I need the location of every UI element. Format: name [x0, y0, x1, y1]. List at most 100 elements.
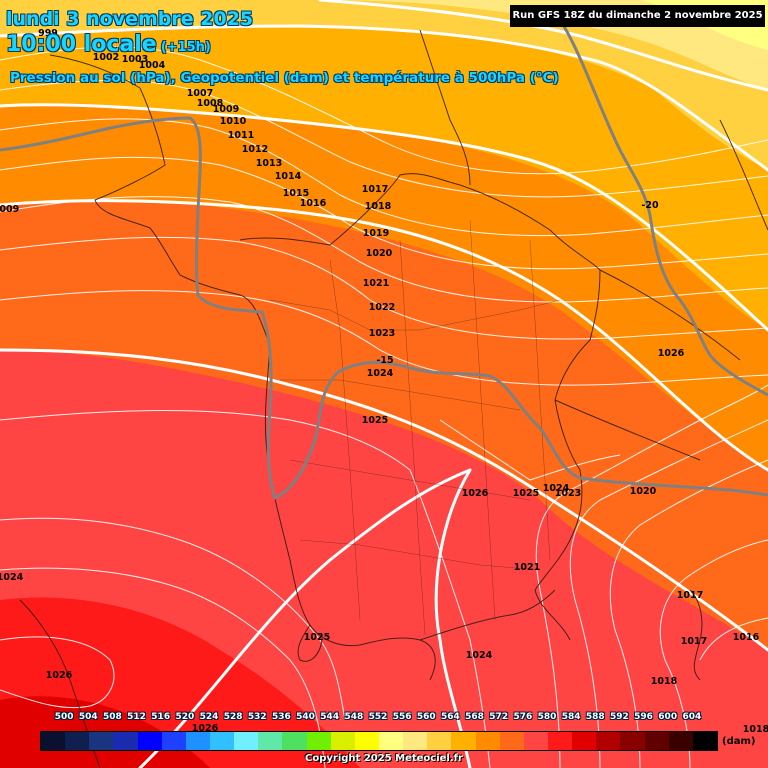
pressure-label: 1024: [0, 572, 24, 583]
pressure-label: 1026: [192, 723, 219, 734]
legend-value: 516: [151, 712, 171, 722]
legend-swatch: [692, 732, 717, 750]
pressure-label: 1026: [462, 488, 489, 499]
legend-swatch: [523, 732, 548, 750]
legend-swatch: [209, 732, 235, 750]
legend-value: 552: [368, 712, 388, 722]
legend-swatch: [330, 732, 355, 750]
pressure-label: 1015: [283, 188, 309, 199]
pressure-label: 1016: [733, 632, 760, 643]
legend-value: 592: [610, 712, 629, 722]
legend-value: 568: [465, 712, 484, 722]
pressure-label: 1020: [630, 486, 657, 497]
legend-swatch: [161, 732, 186, 750]
pressure-label: 1024: [543, 483, 570, 494]
legend-swatch: [65, 732, 90, 750]
pressure-label: 1021: [363, 278, 389, 289]
legend-swatch: [258, 732, 283, 750]
legend-swatch: [547, 732, 573, 750]
legend-value: 520: [175, 712, 195, 722]
pressure-label: 1012: [242, 144, 268, 155]
pressure-label: 1025: [362, 415, 388, 426]
legend-swatch: [572, 732, 597, 750]
pressure-label: 1026: [658, 348, 685, 359]
pressure-label: 1013: [256, 158, 282, 169]
pressure-label: 1010: [220, 116, 247, 127]
model-run-info: Run GFS 18Z du dimanche 2 novembre 2025: [510, 5, 765, 27]
legend-swatch: [89, 732, 114, 750]
legend-value: 512: [127, 712, 146, 722]
legend-swatch: [499, 732, 524, 750]
pressure-label: 1025: [513, 488, 539, 499]
forecast-time-label: 10:00 locale: [6, 32, 157, 57]
pressure-label: 1026: [46, 670, 73, 681]
forecast-offset: (+15h): [160, 40, 211, 55]
temperature-label-layer: -20 -15: [376, 200, 659, 366]
pressure-label: 1014: [275, 171, 302, 182]
legend-value: 580: [537, 712, 557, 722]
pressure-label: 1009: [213, 104, 239, 115]
temperature-label: -20: [641, 200, 659, 211]
legend-swatch: [668, 732, 693, 750]
legend-value: 500: [54, 712, 74, 722]
legend-value: 584: [561, 712, 581, 722]
pressure-label: 1018: [651, 676, 678, 687]
department-borders: [269, 219, 561, 636]
legend-swatch: [596, 732, 621, 750]
pressure-label: 1017: [677, 590, 703, 601]
pressure-label: 1002: [93, 52, 119, 63]
map-description: Pression au sol (hPa), Geopotentiel (dam…: [10, 70, 559, 86]
legend-value: 508: [103, 712, 122, 722]
legend-swatch: [137, 732, 162, 750]
pressure-label: 999: [38, 28, 58, 39]
legend-swatch: [306, 732, 331, 750]
legend-value: 560: [416, 712, 436, 722]
legend-swatch: [185, 732, 210, 750]
temperature-label: -15: [376, 355, 393, 366]
legend-swatch: [427, 732, 452, 750]
legend-value: 600: [658, 712, 678, 722]
legend-swatch: [403, 732, 428, 750]
legend-swatch: [282, 732, 307, 750]
legend-value: 536: [272, 712, 291, 722]
pressure-label: 1018: [743, 724, 768, 735]
legend-value: 596: [634, 712, 653, 722]
pressure-isobars: [0, 46, 768, 768]
legend-swatch: [451, 732, 476, 750]
legend-swatch: [41, 732, 66, 750]
forecast-time: 10:00 locale (+15h): [6, 32, 211, 57]
legend-swatch: [475, 732, 500, 750]
legend-value: 540: [296, 712, 315, 722]
temperature-isotherms: [0, 19, 768, 500]
legend-color-bar: [40, 731, 718, 751]
legend-value: 548: [344, 712, 364, 722]
forecast-date: lundi 3 novembre 2025: [6, 8, 254, 30]
legend-value: 588: [585, 712, 605, 722]
pressure-label: 1003: [122, 54, 148, 65]
legend-swatch: [378, 732, 404, 750]
pressure-label: 1024: [466, 650, 493, 661]
legend-value: 504: [78, 712, 98, 722]
legend-swatch: [644, 732, 669, 750]
pressure-label: 1016: [300, 198, 327, 209]
pressure-label: 1011: [228, 130, 254, 141]
pressure-label: 1022: [369, 302, 395, 313]
pressure-label: 1004: [139, 60, 166, 71]
pressure-label: 1024: [367, 368, 394, 379]
pressure-label: 1009: [0, 204, 19, 215]
legend-value: 528: [223, 712, 243, 722]
legend-value: 524: [199, 712, 219, 722]
legend-value: 544: [320, 712, 340, 722]
pressure-label: 1017: [362, 184, 388, 195]
pressure-label: 1023: [369, 328, 395, 339]
pressure-label: 1017: [681, 636, 707, 647]
copyright: Copyright 2025 Meteociel.fr: [305, 753, 463, 764]
legend-unit: (dam): [722, 736, 756, 747]
legend-value: 576: [513, 712, 533, 722]
pressure-label: 1018: [365, 201, 392, 212]
pressure-label: 1008: [197, 98, 224, 109]
